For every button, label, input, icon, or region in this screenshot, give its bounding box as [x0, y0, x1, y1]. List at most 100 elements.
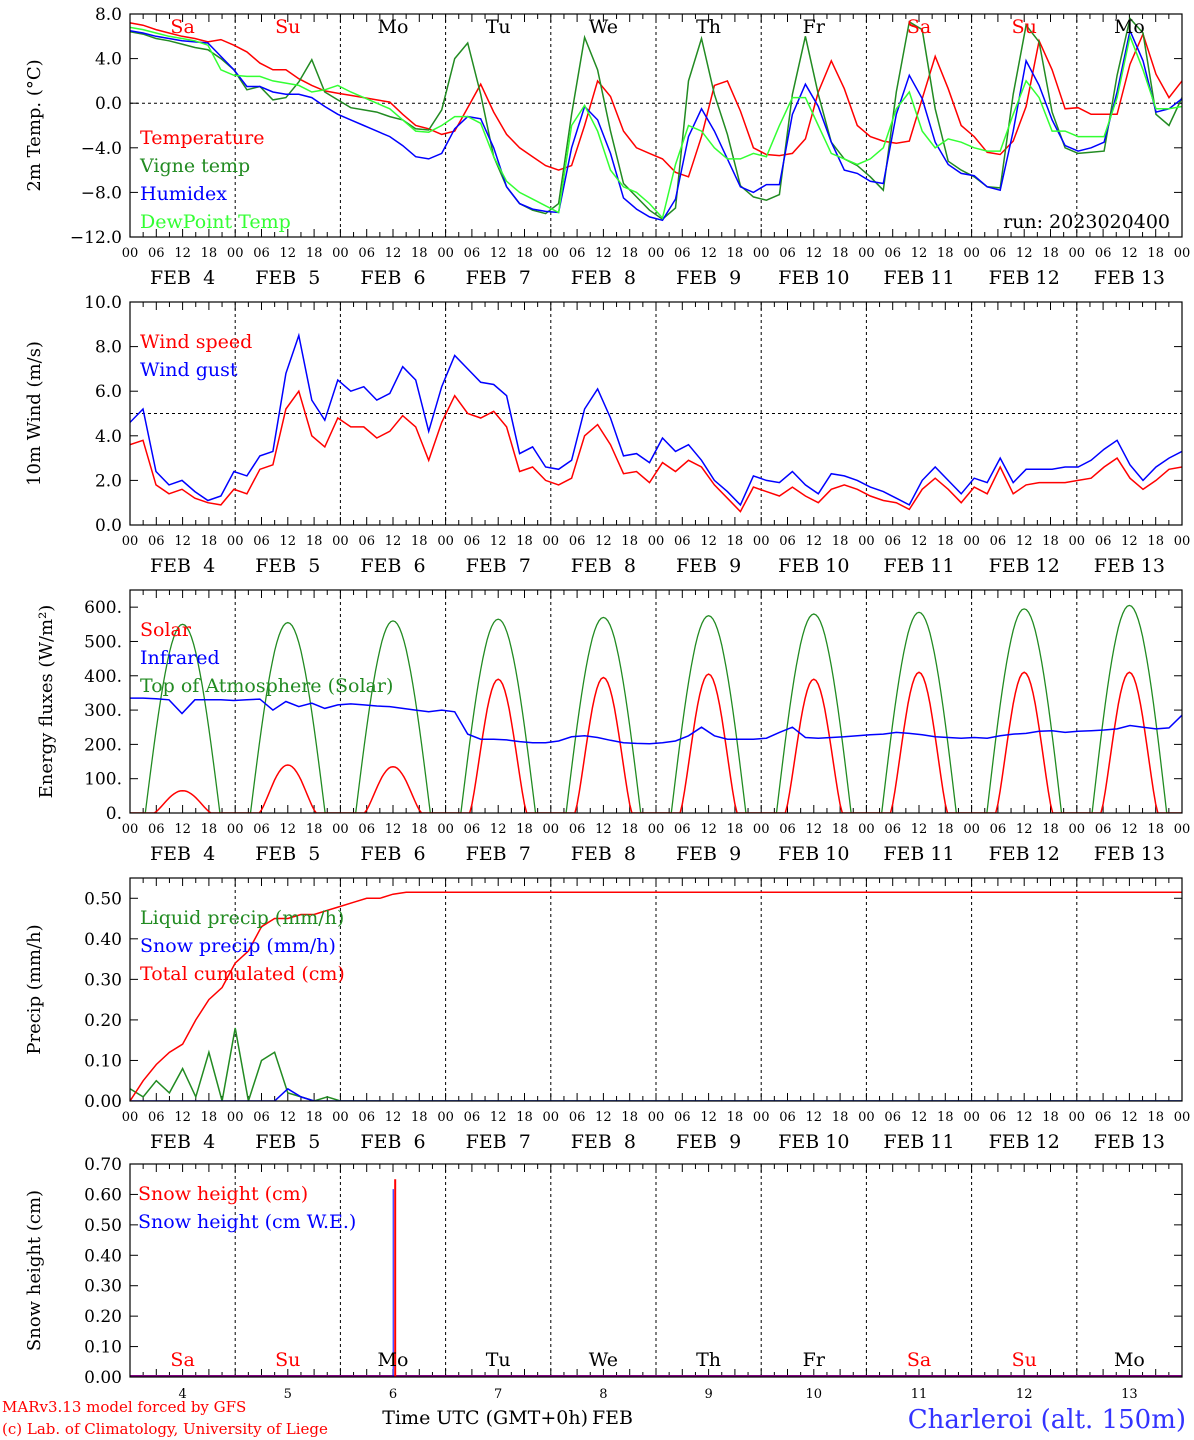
hour-label: 06 [253, 246, 270, 261]
hour-label: 12 [280, 534, 297, 549]
day-number: 13 [1121, 1387, 1138, 1402]
y-tick-label: 0. [106, 804, 122, 824]
hour-label: 00 [1174, 822, 1191, 837]
hour-label: 12 [490, 822, 507, 837]
day-label: FEB 4 [150, 1131, 215, 1153]
hour-label: 00 [122, 822, 139, 837]
hour-label: 12 [911, 822, 928, 837]
hour-label: 12 [595, 822, 612, 837]
legend-entry: Vigne temp [139, 155, 250, 177]
hour-label: 00 [543, 822, 560, 837]
weekday-label: Sa [170, 1349, 194, 1371]
hour-label: 18 [201, 1110, 218, 1125]
hour-label: 00 [332, 246, 349, 261]
hour-label: 18 [201, 534, 218, 549]
hour-label: 00 [648, 534, 665, 549]
hour-label: 18 [1147, 1110, 1164, 1125]
y-tick-label: −8.0 [81, 183, 122, 203]
hour-label: 18 [727, 534, 744, 549]
hour-label: 18 [832, 1110, 849, 1125]
hour-label: 00 [858, 1110, 875, 1125]
hour-label: 06 [884, 246, 901, 261]
day-number: 11 [911, 1387, 928, 1402]
hour-label: 06 [148, 246, 165, 261]
toa-solar-line [1076, 604, 1182, 813]
day-number: 6 [389, 1387, 397, 1402]
hour-label: 00 [1069, 1110, 1086, 1125]
hour-label: 00 [1069, 534, 1086, 549]
hour-label: 00 [753, 246, 770, 261]
weekday-label: Su [275, 1349, 300, 1371]
weekday-label: Sa [170, 16, 194, 38]
hour-label: 06 [779, 1110, 796, 1125]
day-number: 10 [806, 1387, 823, 1402]
hour-label: 12 [280, 822, 297, 837]
hour-label: 18 [201, 822, 218, 837]
hour-label: 12 [385, 822, 402, 837]
y-tick-label: 4.0 [95, 50, 122, 70]
solar-line [550, 676, 656, 813]
hour-label: 18 [306, 246, 323, 261]
y-tick-label: 100. [84, 770, 122, 790]
solar-line [866, 671, 972, 813]
day-label: FEB 10 [778, 843, 849, 865]
y-tick-label: 8.0 [95, 5, 122, 25]
hour-label: 18 [411, 246, 428, 261]
hour-label: 00 [437, 534, 454, 549]
series-line-4 [130, 26, 1182, 220]
hour-label: 00 [227, 1110, 244, 1125]
hour-label: 12 [1016, 822, 1033, 837]
y-tick-label: 200. [84, 735, 122, 755]
solar-line [340, 765, 446, 813]
hour-label: 18 [621, 246, 638, 261]
station-title: Charleroi (alt. 150m) [908, 1405, 1186, 1435]
hour-label: 12 [700, 534, 717, 549]
day-label: FEB 4 [150, 843, 215, 865]
plot-frame [129, 589, 1183, 814]
weekday-label: Mo [378, 16, 409, 38]
model-credit: MARv3.13 model forced by GFS [2, 1398, 246, 1416]
day-label: FEB 11 [883, 555, 954, 577]
legend-entry: Total cumulated (cm) [140, 963, 345, 985]
hour-label: 12 [174, 246, 191, 261]
series-line-3 [130, 891, 1182, 1101]
hour-label: 06 [990, 246, 1007, 261]
hour-label: 12 [595, 246, 612, 261]
hour-label: 12 [1016, 1110, 1033, 1125]
toa-solar-line [130, 623, 236, 813]
hour-label: 06 [464, 246, 481, 261]
plot-area [130, 1179, 1182, 1377]
hour-label: 00 [227, 822, 244, 837]
day-label: FEB 5 [255, 267, 320, 289]
y-tick-label: 0.30 [84, 1277, 122, 1297]
x-axis-label: Time UTC (GMT+0h) [382, 1407, 588, 1429]
hour-label: 06 [464, 822, 481, 837]
day-number: 4 [178, 1387, 186, 1402]
day-label: FEB 13 [1094, 843, 1165, 865]
hour-label: 00 [332, 822, 349, 837]
hour-label: 00 [858, 534, 875, 549]
toa-solar-line [550, 616, 656, 813]
y-tick-label: 6.0 [95, 382, 122, 402]
solar-line [1076, 671, 1182, 813]
hour-label: 18 [621, 1110, 638, 1125]
series-line-1 [130, 389, 1182, 513]
plot-area [130, 604, 1182, 813]
legend-entry: Liquid precip (mm/h) [140, 907, 344, 929]
hour-label: 00 [543, 246, 560, 261]
hour-label: 00 [963, 246, 980, 261]
hour-label: 06 [884, 1110, 901, 1125]
y-tick-label: 0.0 [95, 94, 122, 114]
hour-label: 00 [858, 246, 875, 261]
solar-line [445, 678, 551, 813]
hour-label: 12 [1121, 1110, 1138, 1125]
y-axis-title: Energy fluxes (W/m²) [36, 605, 57, 799]
series-line-1 [130, 22, 1182, 178]
hour-label: 18 [621, 822, 638, 837]
hour-label: 06 [253, 534, 270, 549]
y-axis-title: 2m Temp. (°C) [24, 59, 45, 191]
day-label: FEB 12 [989, 1131, 1060, 1153]
hour-label: 06 [358, 534, 375, 549]
day-label: FEB 7 [466, 843, 531, 865]
hour-label: 18 [306, 1110, 323, 1125]
